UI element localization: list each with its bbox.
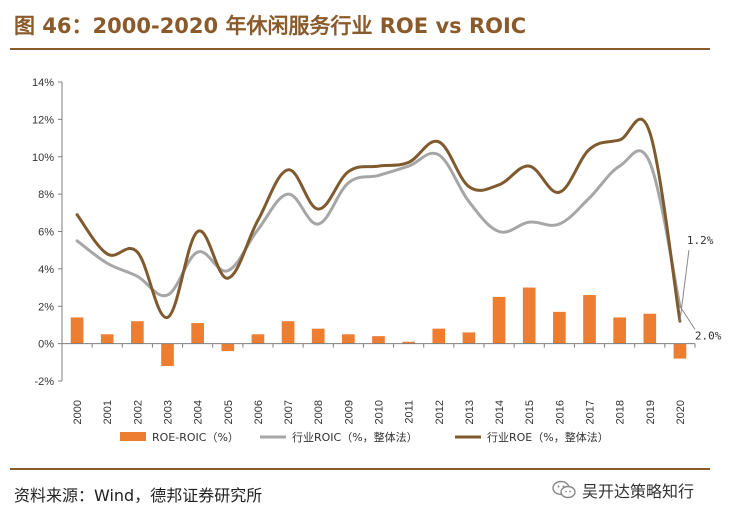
roe-roic-bar — [402, 341, 415, 344]
y-tick-label: 6% — [38, 227, 54, 239]
roe-roic-bar — [311, 328, 325, 344]
roe-roic-bar — [372, 336, 385, 344]
x-tick-label: 2004 — [193, 400, 205, 424]
x-tick-label: 2018 — [615, 400, 627, 424]
annotation-leader — [679, 305, 696, 330]
roe-roic-bar — [613, 317, 626, 344]
x-tick-label: 2020 — [675, 400, 687, 424]
roe-line — [75, 117, 682, 323]
wechat-icon — [552, 480, 576, 499]
y-tick-label: 0% — [38, 339, 54, 351]
roe-roic-bar — [131, 321, 144, 344]
x-tick-label: 2016 — [554, 400, 566, 424]
roe-roic-bar — [432, 328, 446, 344]
y-tick-label: 12% — [32, 114, 54, 126]
y-tick-label: 8% — [38, 189, 54, 201]
roe-roic-bar — [462, 332, 476, 344]
roe-roic-bar — [342, 334, 355, 344]
annotation-roe-2020: 1.2% — [687, 234, 714, 247]
x-tick-label: 2014 — [494, 400, 506, 424]
watermark-text: 吴开达策略知行 — [582, 482, 695, 501]
x-tick-label: 2017 — [585, 400, 597, 424]
x-tick-label: 2015 — [524, 400, 536, 424]
roic-line — [75, 149, 682, 308]
legend-roe-roic-swatch — [120, 432, 146, 441]
y-tick-label: 14% — [32, 77, 54, 89]
x-tick-label: 2006 — [253, 400, 265, 424]
x-tick-label: 2012 — [434, 400, 446, 424]
y-tick-label: 10% — [32, 152, 54, 164]
x-tick-label: 2005 — [223, 400, 235, 424]
legend-roic-label: 行业ROIC（%，整体法） — [292, 430, 418, 444]
x-tick-label: 2010 — [374, 400, 386, 424]
y-tick-label: 4% — [38, 264, 54, 276]
roe-roic-bar — [161, 343, 174, 367]
roe-roic-bar — [70, 317, 84, 344]
roe-roic-bar — [522, 287, 536, 344]
roe-roic-bar — [281, 321, 295, 344]
source-note: 资料来源：Wind，德邦证券研究所 — [14, 486, 263, 505]
y-tick-label: 2% — [38, 301, 54, 313]
roe-roic-bar — [583, 295, 596, 344]
roe-roic-bar — [221, 343, 235, 352]
legend-roe-label: 行业ROE（%，整体法） — [487, 430, 609, 444]
roe-roic-bar — [191, 323, 204, 344]
x-tick-label: 2001 — [102, 400, 114, 424]
x-tick-label: 2013 — [464, 400, 476, 424]
watermark: 吴开达策略知行 — [552, 478, 694, 502]
x-tick-label: 2019 — [645, 400, 657, 424]
annotation-roic-2020: 2.0% — [695, 329, 722, 342]
x-tick-label: 2009 — [343, 400, 355, 424]
roe-roic-bar — [492, 296, 506, 344]
title-rule — [10, 48, 710, 50]
legend-roe-roic-label: ROE-ROIC（%） — [152, 431, 239, 444]
figure-title: 图 46：2000-2020 年休闲服务行业 ROE vs ROIC — [14, 14, 527, 38]
x-tick-label: 2000 — [72, 400, 84, 424]
x-tick-label: 2002 — [132, 400, 144, 424]
x-tick-label: 2008 — [313, 400, 325, 424]
chart-area: -2% 0% 2% 4% 6% 8% 10% 12% 14% 2000 2001 2002 2003 20… — [32, 77, 722, 444]
annotation-leader — [679, 250, 690, 322]
x-tick-label: 2011 — [404, 400, 416, 424]
source-rule — [10, 468, 710, 470]
roe-roic-bar — [643, 313, 657, 344]
x-tick-label: 2007 — [283, 400, 295, 424]
roe-roic-bar — [100, 334, 114, 344]
y-tick-label: -2% — [34, 376, 54, 388]
x-tick-label: 2003 — [163, 400, 175, 424]
roe-roic-bar — [251, 334, 265, 344]
roe-roic-bar — [553, 311, 566, 344]
roe-roic-bar — [673, 343, 687, 359]
